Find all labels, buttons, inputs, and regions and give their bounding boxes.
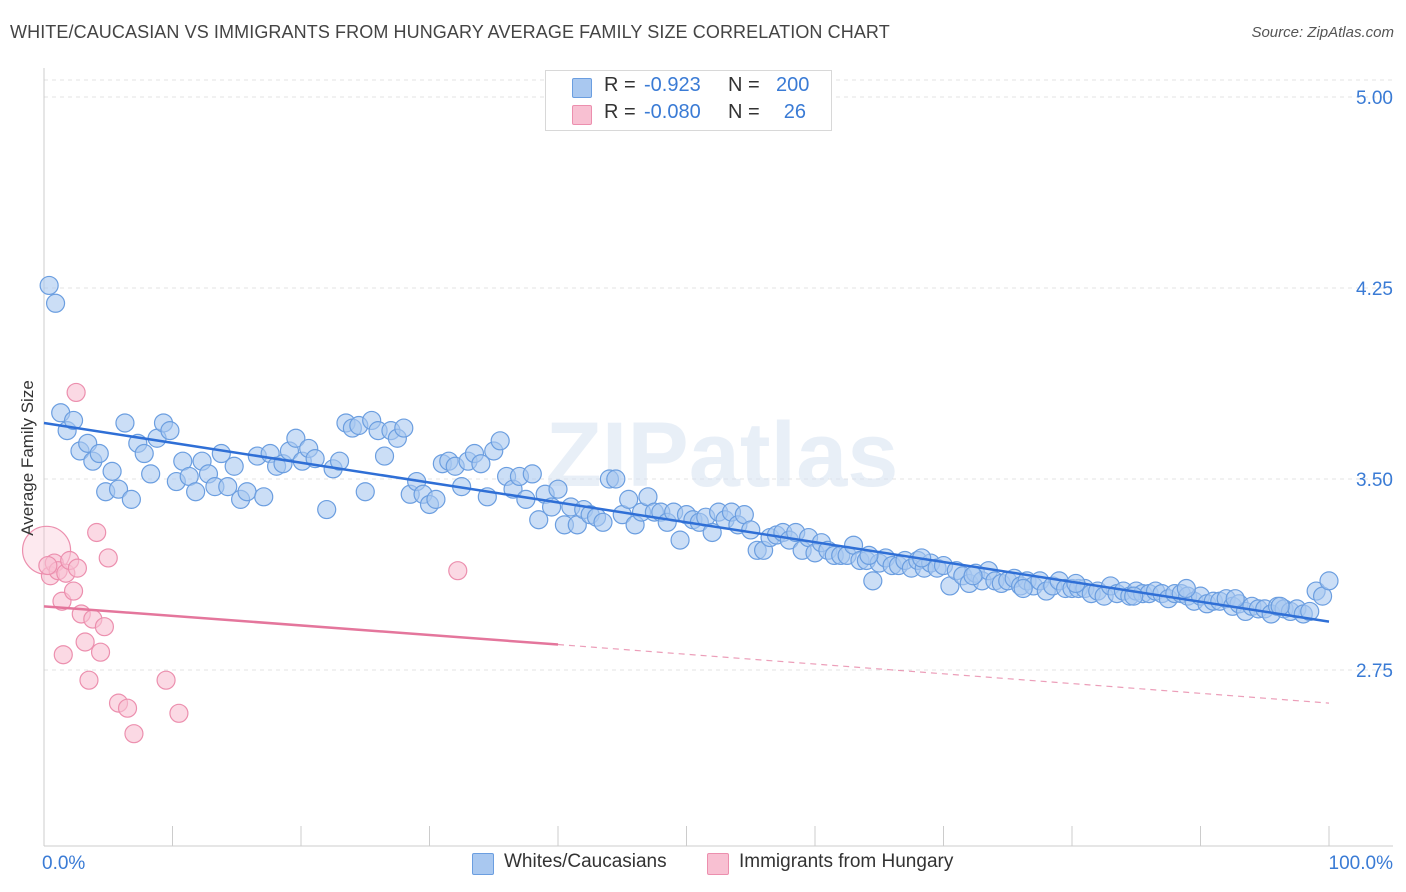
data-point	[39, 275, 59, 296]
data-point	[863, 571, 883, 591]
n-value: 200	[776, 74, 810, 96]
data-point	[619, 489, 639, 509]
n-label: N =	[728, 101, 760, 123]
data-point	[102, 461, 122, 481]
trend-line-hungary-extension	[557, 643, 1330, 704]
legend-swatch-pink	[707, 853, 729, 875]
chart-source: Source: ZipAtlas.com	[1251, 24, 1394, 41]
y-tick-label: 2.75	[1356, 661, 1393, 682]
data-point	[522, 464, 542, 484]
data-point	[115, 413, 135, 433]
r-label: R =	[604, 101, 636, 123]
data-point	[169, 703, 189, 723]
data-point	[90, 642, 111, 662]
n-value: 26	[783, 101, 806, 123]
axes	[43, 68, 1393, 847]
data-point	[471, 454, 491, 474]
n-label: N =	[728, 74, 760, 96]
trend-line-hungary	[43, 605, 559, 646]
chart-title: WHITE/CAUCASIAN VS IMMIGRANTS FROM HUNGA…	[10, 22, 890, 42]
watermark: ZIPatlas	[546, 404, 899, 506]
y-tick-label: 5.00	[1356, 88, 1393, 109]
data-point	[1300, 601, 1320, 622]
legend-label: Whites/Caucasians	[504, 851, 667, 872]
data-point	[89, 443, 109, 464]
legend-series: Whites/Caucasians Immigrants from Hungar…	[0, 851, 1406, 879]
data-point	[355, 482, 375, 502]
legend-swatch-blue	[472, 853, 494, 875]
data-point	[63, 410, 84, 431]
legend-stats: R = -0.923 N = 200 R = -0.080 N = 26	[545, 70, 832, 131]
data-point	[1176, 578, 1196, 599]
x-tick-label: 100.0%	[1329, 853, 1394, 874]
data-point	[1013, 578, 1033, 599]
data-point	[237, 482, 257, 502]
data-point	[529, 510, 549, 530]
data-point	[117, 698, 138, 718]
legend-label: Immigrants from Hungary	[739, 851, 954, 872]
r-value: -0.080	[644, 101, 701, 123]
x-tick-label: 0.0%	[42, 853, 85, 874]
y-tick-label: 3.50	[1356, 470, 1393, 491]
data-point	[53, 645, 73, 665]
data-point	[108, 479, 129, 499]
data-point	[224, 456, 244, 476]
data-point	[75, 632, 95, 652]
y-axis-label: Average Family Size	[18, 380, 37, 536]
trend-lines	[43, 421, 1330, 704]
data-point	[67, 558, 88, 578]
series-hungary-points	[21, 382, 468, 744]
data-point	[670, 530, 690, 550]
r-value: -0.923	[644, 74, 701, 96]
data-point	[38, 555, 58, 576]
legend-swatch-blue	[572, 78, 592, 98]
data-point	[426, 489, 446, 509]
data-point	[87, 522, 107, 543]
data-point	[121, 489, 141, 509]
data-point	[45, 293, 66, 313]
data-point	[490, 431, 510, 451]
data-point	[317, 499, 337, 520]
y-tick-label: 4.25	[1356, 279, 1393, 300]
r-label: R =	[604, 74, 636, 96]
data-point	[63, 581, 84, 601]
data-point	[156, 670, 176, 690]
data-point	[394, 418, 414, 438]
data-point	[448, 561, 468, 581]
data-point	[98, 548, 118, 568]
data-point	[606, 469, 626, 489]
data-point	[124, 724, 144, 744]
data-point	[741, 520, 761, 540]
data-point	[593, 512, 613, 532]
data-point	[1319, 571, 1339, 591]
x-tick-labels: 0.0% 100.0%	[42, 853, 1393, 874]
data-point	[141, 464, 161, 484]
data-point	[66, 382, 86, 403]
data-point	[1270, 596, 1290, 616]
data-point	[79, 670, 99, 690]
data-point	[160, 421, 180, 441]
y-tick-labels: 2.75 3.50 4.25 5.00	[1356, 88, 1393, 682]
data-point	[329, 451, 350, 471]
trend-line-whites	[43, 421, 1330, 623]
data-point	[134, 443, 154, 464]
data-point	[963, 566, 983, 586]
data-point	[186, 482, 206, 502]
data-point	[94, 617, 114, 637]
legend-swatch-pink	[572, 105, 592, 125]
data-point	[548, 479, 568, 499]
data-point	[374, 446, 395, 466]
data-point	[254, 487, 274, 507]
data-point	[286, 428, 306, 448]
data-point	[218, 477, 238, 497]
